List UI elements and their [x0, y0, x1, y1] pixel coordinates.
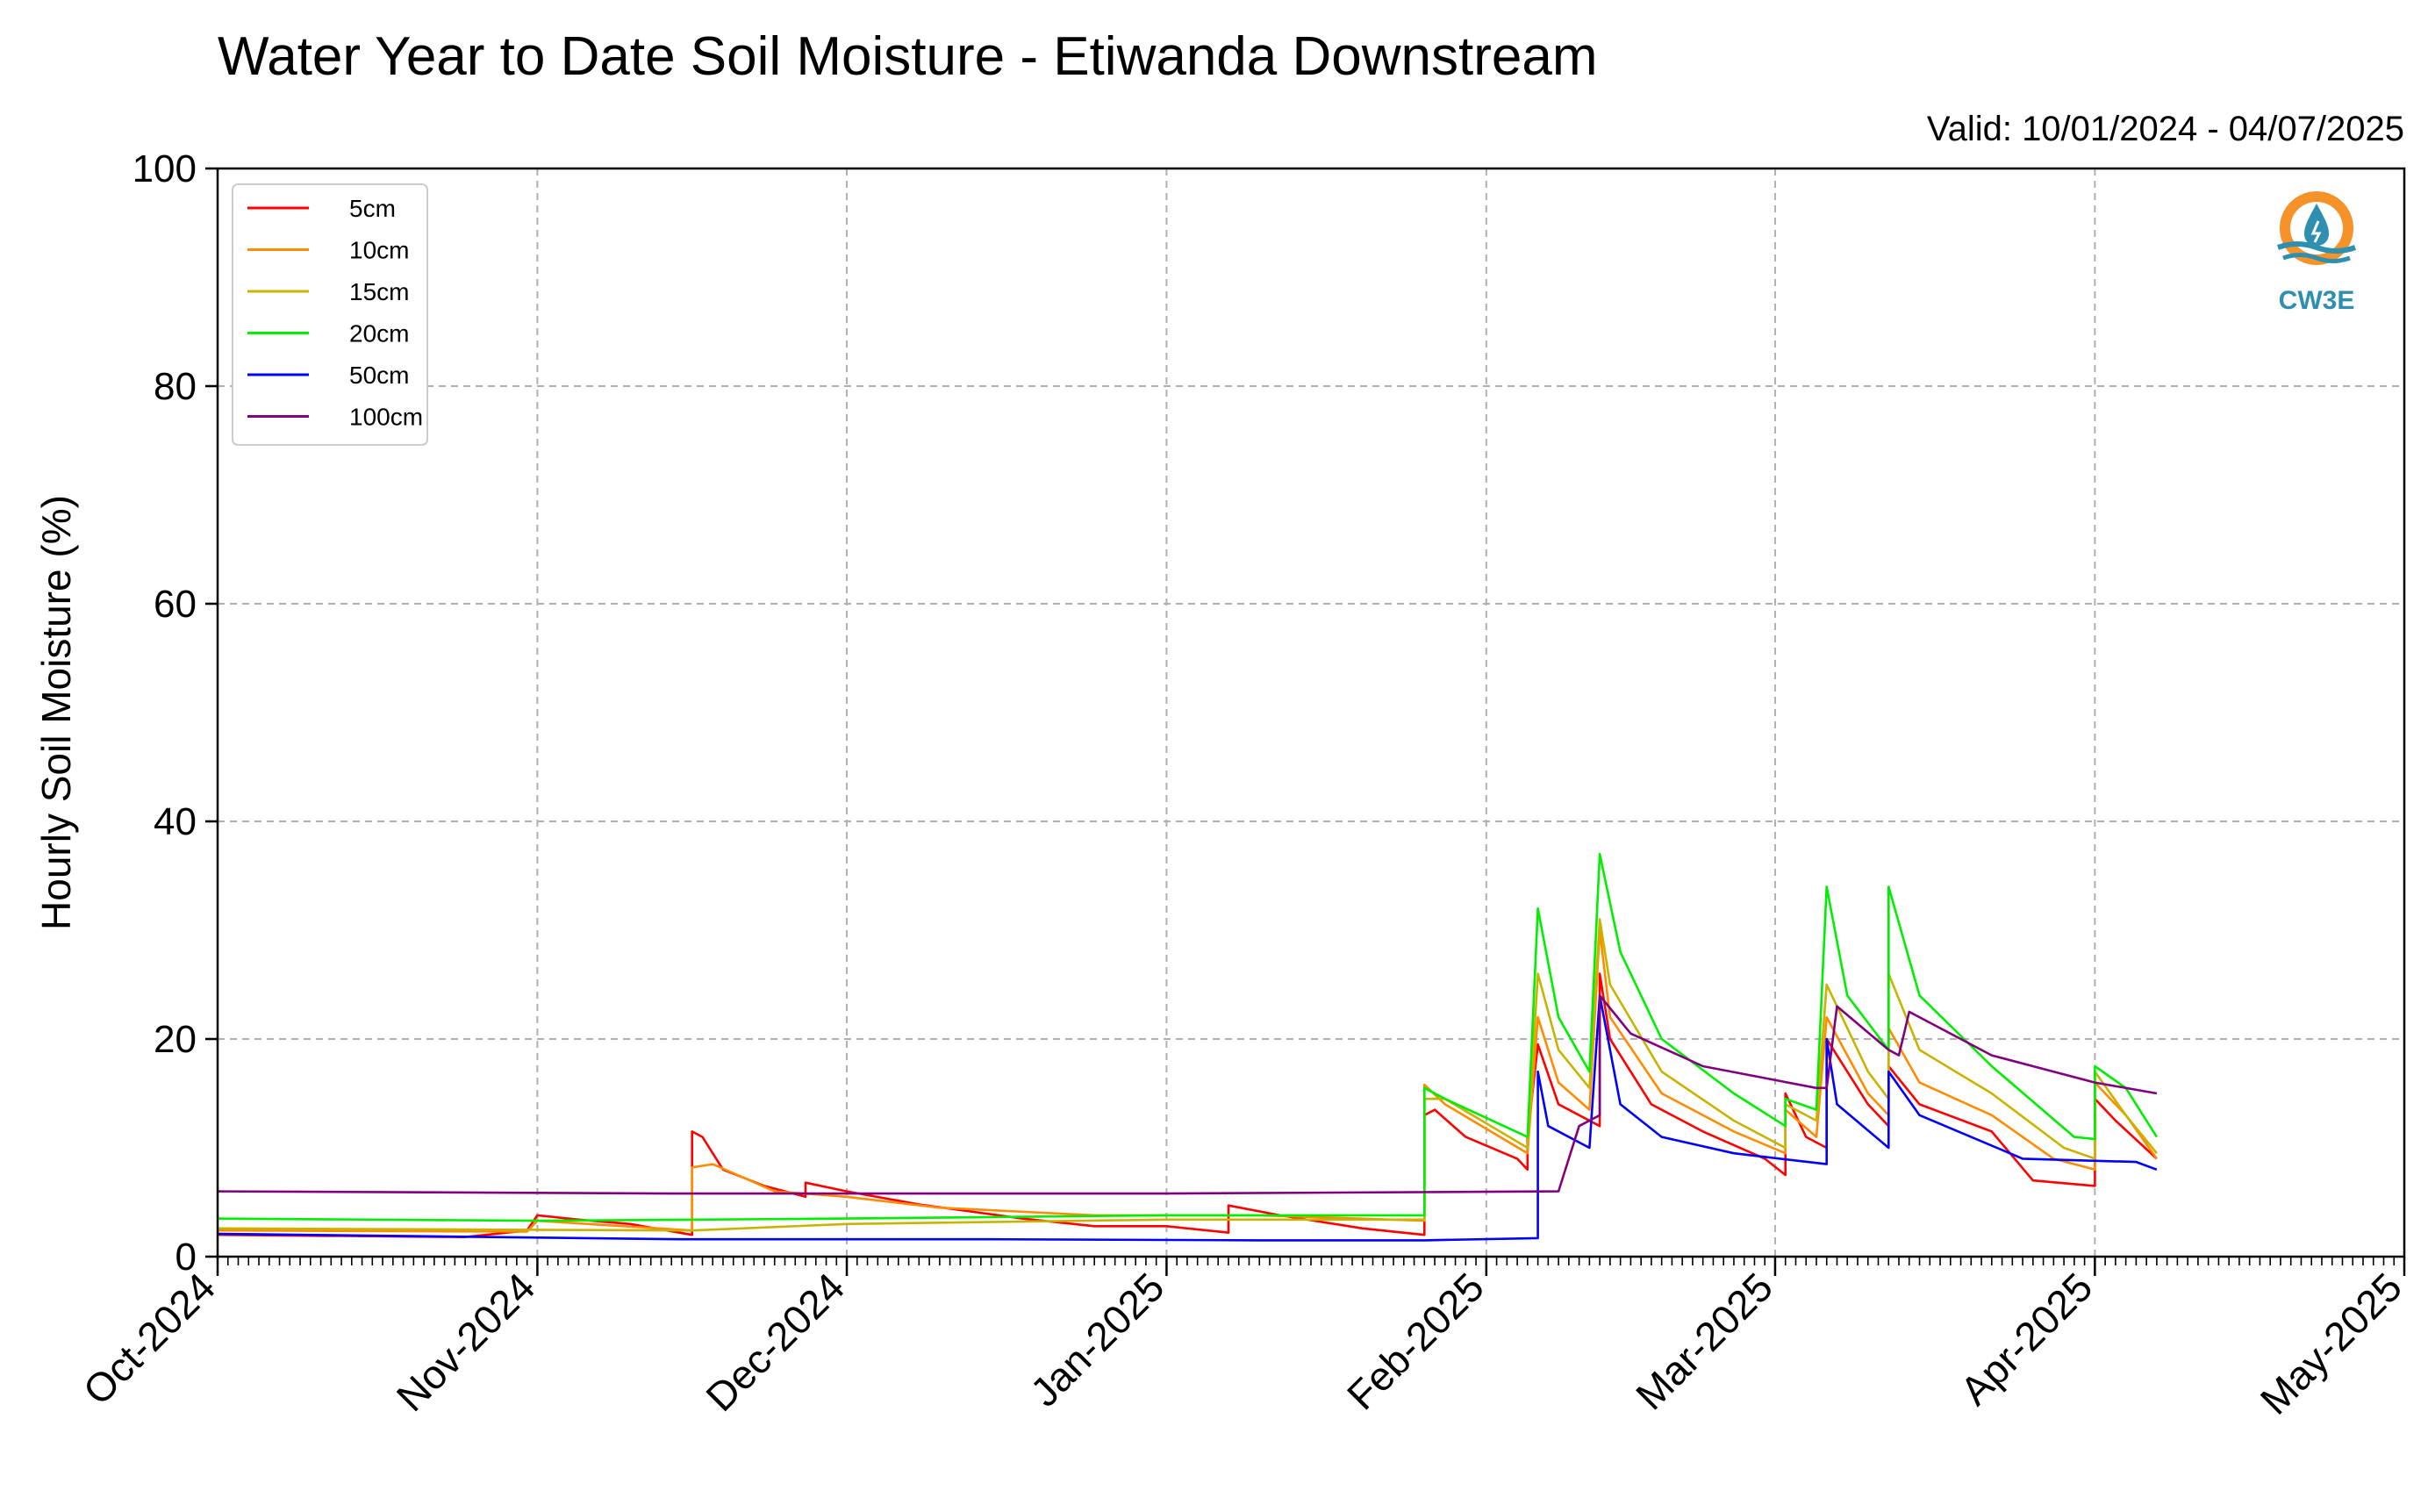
series-lines [217, 852, 2158, 1242]
y-tick-label: 60 [154, 583, 197, 626]
y-tick-label: 80 [154, 365, 197, 408]
legend-label: 10cm [349, 237, 409, 264]
legend-label: 100cm [349, 404, 423, 431]
chart-subtitle: Valid: 10/01/2024 - 04/07/2025 [1927, 110, 2404, 148]
y-tick-label: 20 [154, 1018, 197, 1061]
legend: 5cm 10cm 15cm 20cm 50cm 100cm [232, 183, 428, 446]
y-axis-label: Hourly Soil Moisture (%) [33, 495, 79, 930]
y-tick-labels: 0 20 40 60 80 100 [133, 147, 197, 1279]
legend-label: 15cm [349, 278, 409, 305]
cw3e-logo: CW3E [2276, 191, 2357, 315]
series-line-50cm [217, 994, 2158, 1242]
y-tick-label: 0 [175, 1236, 197, 1279]
series-line-100cm [217, 994, 2158, 1195]
chart-title: Water Year to Date Soil Moisture - Etiwa… [218, 26, 1598, 87]
legend-label: 20cm [349, 320, 409, 348]
y-tick-label: 100 [133, 147, 197, 190]
logo-wave2-icon [2282, 253, 2351, 263]
series-line-5cm [217, 972, 2158, 1238]
legend-label: 50cm [349, 362, 409, 389]
series-line-20cm [217, 852, 2158, 1222]
y-tick-label: 40 [154, 800, 197, 843]
grid-lines [218, 168, 2404, 1257]
logo-drop-inner-icon [2310, 220, 2322, 243]
logo-wave-icon [2276, 241, 2357, 254]
logo-text: CW3E [2279, 286, 2355, 315]
axis-ticks [205, 167, 2406, 1276]
legend-label: 5cm [349, 195, 396, 222]
